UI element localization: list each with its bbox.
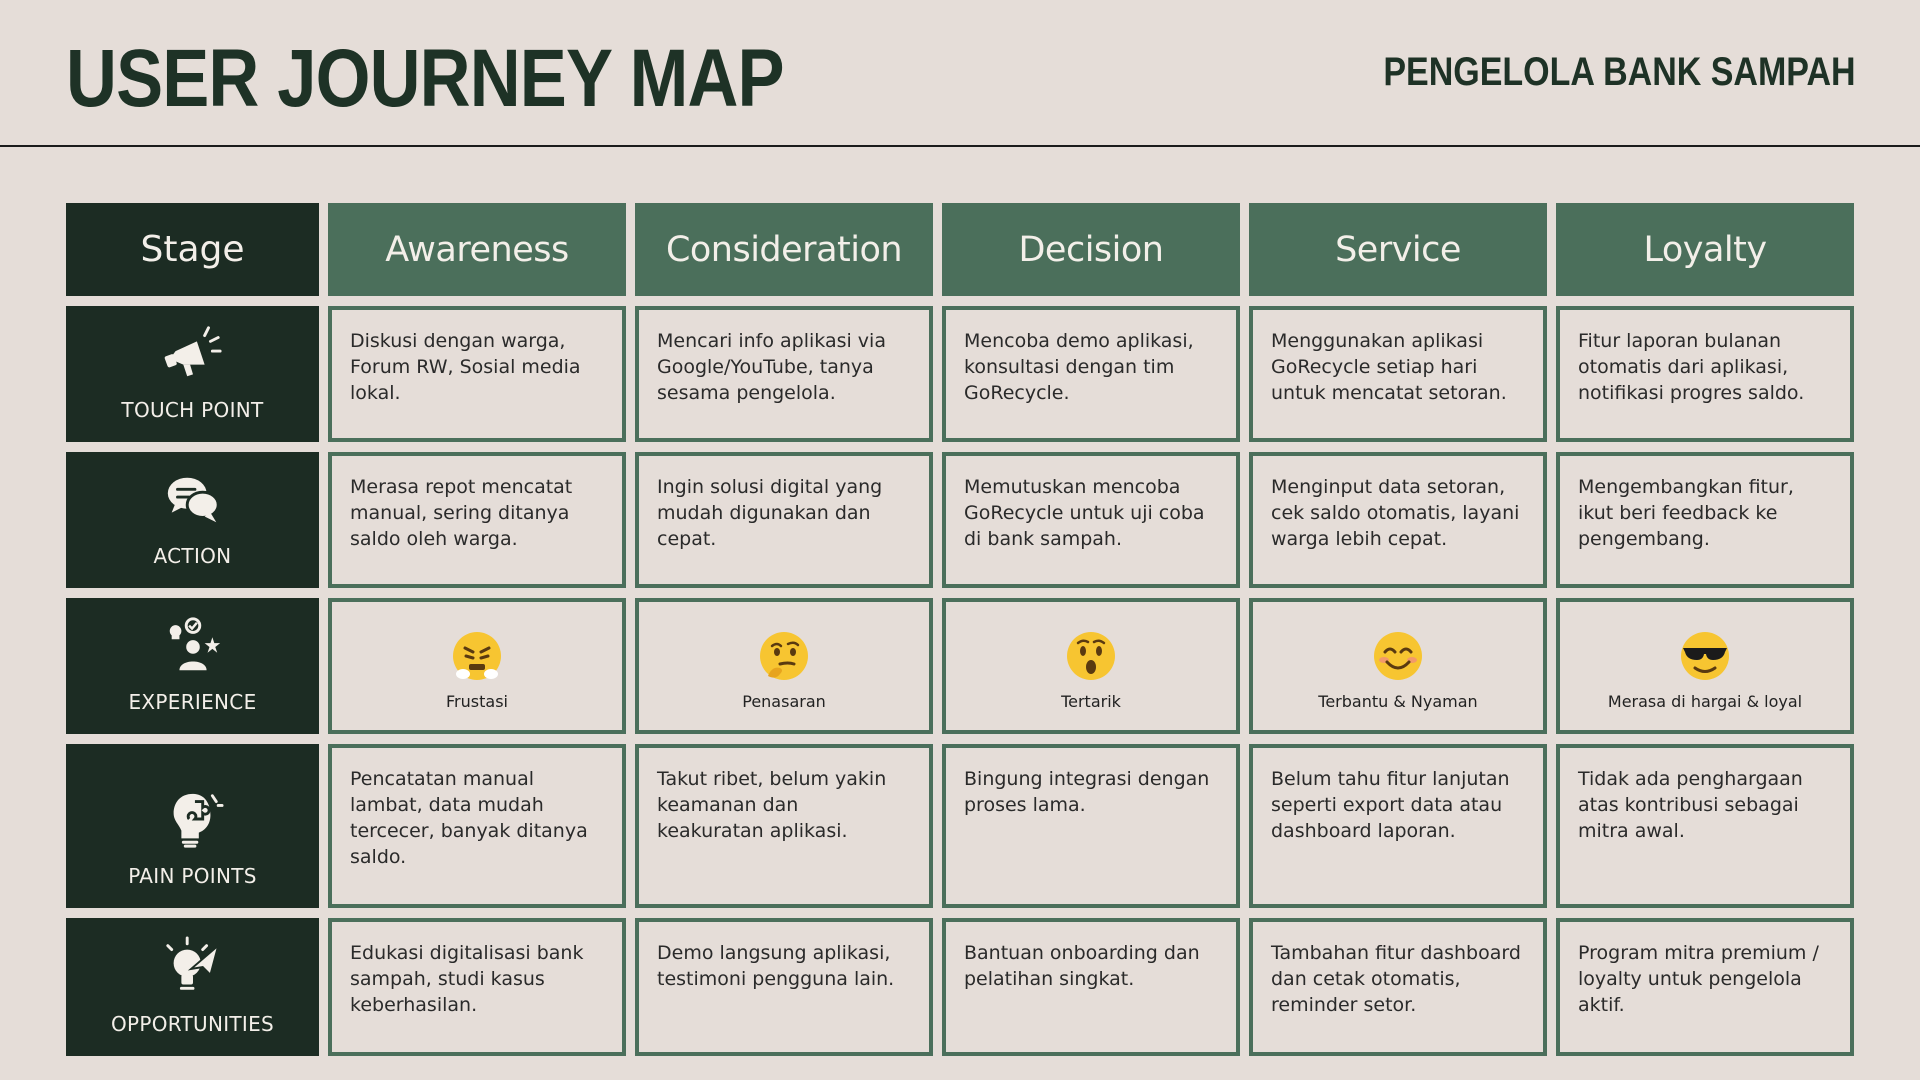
sunglasses-face-icon [1681,631,1729,680]
row-label: PAIN POINTS [128,864,257,888]
emotion-label: Penasaran [742,691,826,711]
row-label: EXPERIENCE [128,690,257,714]
cell-action-consideration: Ingin solusi digital yang mudah digunaka… [635,452,933,588]
cell-experience-loyalty: Merasa di hargai & loyal [1556,598,1854,734]
puzzle-head-icon [173,793,224,848]
cell-experience-service: Terbantu & Nyaman [1249,598,1547,734]
cell-opportunities-service: Tambahan fitur dashboard dan cetak otoma… [1249,918,1547,1056]
emotion-label: Tertarik [1061,691,1121,711]
cell-pain-points-awareness: Pencatatan manual lambat, data mudah ter… [328,744,626,908]
lightbulb-plane-icon [165,936,220,990]
cell-pain-points-service: Belum tahu fitur lanjutan seperti export… [1249,744,1547,908]
row-header-opportunities: OPPORTUNITIES [66,918,319,1056]
journey-map-table: Stage Awareness Consideration Decision S… [66,203,1854,1056]
cell-action-loyalty: Mengembangkan fitur, ikut beri feedback … [1556,452,1854,588]
emotion-label: Frustasi [446,691,508,711]
thinking-face-icon [760,631,808,680]
cell-touch-point-awareness: Diskusi dengan warga, Forum RW, Sosial m… [328,306,626,442]
row-label: ACTION [153,544,232,568]
stage-header-decision: Decision [942,203,1240,296]
cell-opportunities-decision: Bantuan onboarding dan pelatihan singkat… [942,918,1240,1056]
row-header-action: ACTION [66,452,319,588]
cell-pain-points-consideration: Takut ribet, belum yakin keamanan dan ke… [635,744,933,908]
cell-action-decision: Memutuskan mencoba GoRecycle untuk uji c… [942,452,1240,588]
row-label: TOUCH POINT [121,398,264,422]
cell-pain-points-decision: Bingung integrasi dengan proses lama. [942,744,1240,908]
cell-action-service: Menginput data setoran, cek saldo otomat… [1249,452,1547,588]
stage-header-loyalty: Loyalty [1556,203,1854,296]
page-title: USER JOURNEY MAP [66,33,785,124]
cell-touch-point-decision: Mencoba demo aplikasi, konsultasi dengan… [942,306,1240,442]
stage-corner-header: Stage [66,203,319,296]
row-label: OPPORTUNITIES [110,1012,275,1036]
cell-experience-decision: Tertarik [942,598,1240,734]
cell-experience-consideration: Penasaran [635,598,933,734]
stage-header-consideration: Consideration [635,203,933,296]
cell-experience-awareness: Frustasi [328,598,626,734]
row-header-touch-point: TOUCH POINT [66,306,319,442]
cell-touch-point-loyalty: Fitur laporan bulanan otomatis dari apli… [1556,306,1854,442]
person-ideas-icon [169,617,220,671]
megaphone-icon [164,326,222,377]
cell-action-awareness: Merasa repot mencatat manual, sering dit… [328,452,626,588]
chat-bubbles-icon [167,477,220,523]
cell-pain-points-loyalty: Tidak ada penghargaan atas kontribusi se… [1556,744,1854,908]
stage-header-service: Service [1249,203,1547,296]
cell-opportunities-loyalty: Program mitra premium / loyalty untuk pe… [1556,918,1854,1056]
header-divider [0,145,1920,147]
row-header-experience: EXPERIENCE [66,598,319,734]
emotion-label: Terbantu & Nyaman [1318,691,1478,711]
cell-touch-point-consideration: Mencari info aplikasi via Google/YouTube… [635,306,933,442]
surprised-face-icon [1067,631,1115,680]
emotion-label: Merasa di hargai & loyal [1607,691,1803,711]
stage-header-awareness: Awareness [328,203,626,296]
cell-opportunities-consideration: Demo langsung aplikasi, testimoni penggu… [635,918,933,1056]
row-header-pain-points: PAIN POINTS [66,744,319,908]
cell-touch-point-service: Menggunakan aplikasi GoRecycle setiap ha… [1249,306,1547,442]
page-subtitle: PENGELOLA BANK SAMPAH [1383,50,1856,94]
cell-opportunities-awareness: Edukasi digitalisasi bank sampah, studi … [328,918,626,1056]
steaming-face-icon [453,631,501,680]
smiling-face-icon [1374,631,1422,680]
